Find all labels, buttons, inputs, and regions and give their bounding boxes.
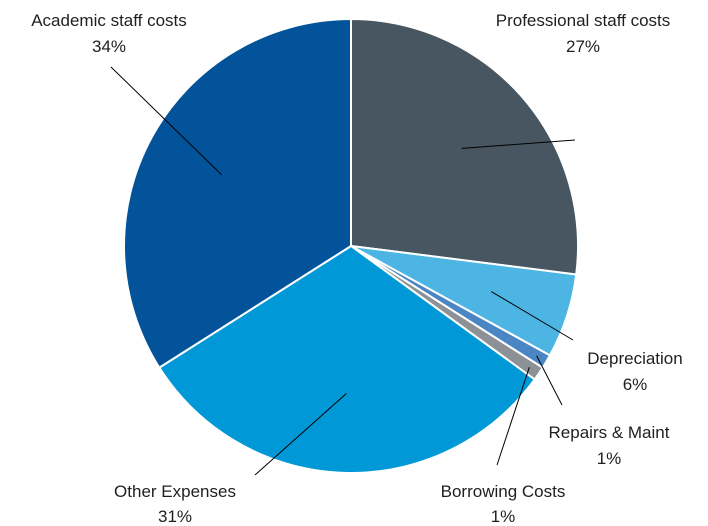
leader-line bbox=[496, 367, 530, 466]
label-value-borrowing: 1% bbox=[491, 507, 516, 526]
label-value-other: 31% bbox=[158, 507, 192, 526]
label-value-academic: 34% bbox=[92, 37, 126, 56]
label-value-professional: 27% bbox=[566, 37, 600, 56]
leader-line bbox=[110, 66, 223, 176]
label-value-depreciation: 6% bbox=[623, 375, 648, 394]
label-name-depreciation: Depreciation bbox=[587, 349, 682, 368]
leader-line bbox=[491, 291, 574, 341]
label-name-professional: Professional staff costs bbox=[496, 11, 671, 30]
label-name-other: Other Expenses bbox=[114, 482, 236, 501]
label-name-repairs: Repairs & Maint bbox=[549, 423, 670, 442]
leader-line bbox=[461, 139, 576, 149]
label-value-repairs: 1% bbox=[597, 449, 622, 468]
leader-line bbox=[536, 355, 563, 406]
pie-slice-other-expenses bbox=[157, 244, 537, 474]
label-name-borrowing: Borrowing Costs bbox=[441, 482, 566, 501]
pie-slice-academic-staff-costs bbox=[123, 17, 352, 370]
leader-line bbox=[254, 393, 347, 476]
pie-slice-professional-staff-costs bbox=[350, 17, 579, 276]
label-name-academic: Academic staff costs bbox=[31, 11, 187, 30]
